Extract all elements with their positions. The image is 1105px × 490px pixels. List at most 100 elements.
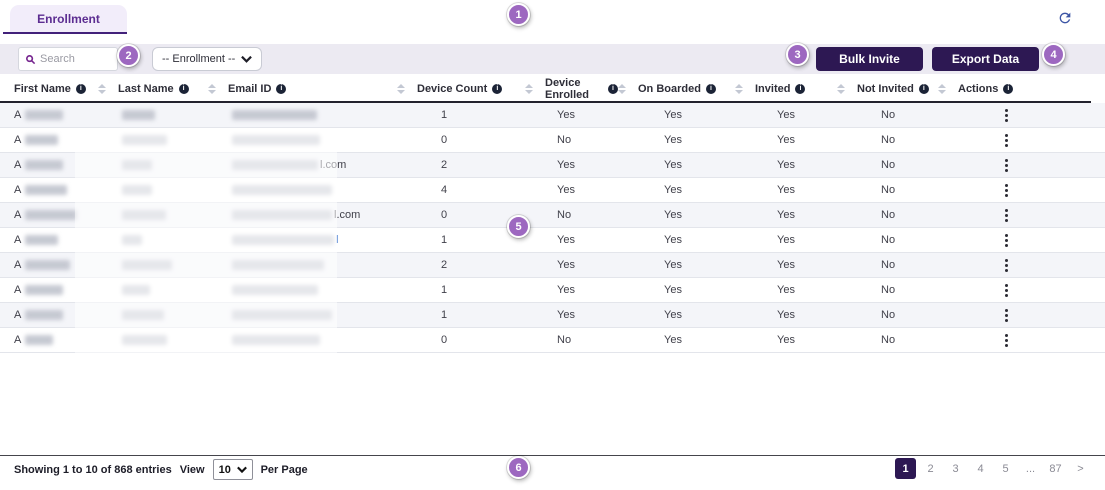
cell-last-name bbox=[118, 185, 228, 195]
column-header-not-invited[interactable]: Not Invited i bbox=[857, 83, 958, 95]
next-page-button[interactable]: > bbox=[1077, 462, 1084, 475]
column-header-device-enrolled[interactable]: Device Enrolled i bbox=[545, 77, 638, 101]
first-name-initial: A bbox=[14, 134, 22, 146]
row-actions-kebab-icon[interactable] bbox=[1002, 306, 1011, 325]
page-button-...[interactable]: ... bbox=[1025, 462, 1036, 475]
top-tab-bar: Enrollment bbox=[0, 0, 1105, 43]
cell-last-name bbox=[118, 235, 228, 245]
cell-device-count: 1 bbox=[441, 234, 448, 246]
info-icon[interactable]: i bbox=[276, 83, 287, 94]
column-label: Email ID bbox=[228, 82, 272, 95]
info-icon[interactable]: i bbox=[1003, 83, 1014, 94]
page-size-select[interactable]: 10 bbox=[212, 459, 253, 480]
export-data-button[interactable]: Export Data bbox=[932, 47, 1039, 71]
info-icon[interactable]: i bbox=[608, 83, 618, 94]
cell-not-invited: No bbox=[881, 334, 896, 346]
row-actions-kebab-icon[interactable] bbox=[1002, 281, 1011, 300]
info-icon[interactable]: i bbox=[918, 83, 929, 94]
email-suffix: l.com bbox=[320, 159, 347, 171]
cell-first-name: A bbox=[14, 159, 118, 171]
cell-email bbox=[228, 185, 417, 195]
table-toolbar: -- Enrollment -- Bulk Invite Export Data bbox=[0, 44, 1105, 74]
cell-not-invited: No bbox=[881, 309, 896, 321]
column-header-first-name[interactable]: First Name i bbox=[14, 83, 118, 95]
column-label: Device Count bbox=[417, 82, 488, 95]
enrollment-filter-value: -- Enrollment -- bbox=[162, 53, 236, 65]
cell-last-name bbox=[118, 110, 228, 120]
page-button-5[interactable]: 5 bbox=[1002, 462, 1009, 475]
page-button-2[interactable]: 2 bbox=[927, 462, 934, 475]
row-actions-kebab-icon[interactable] bbox=[1002, 181, 1011, 200]
redacted-text bbox=[25, 135, 59, 145]
cell-last-name bbox=[118, 310, 228, 320]
cell-actions bbox=[958, 331, 1091, 350]
redacted-text bbox=[25, 210, 78, 220]
info-icon[interactable]: i bbox=[705, 83, 716, 94]
enrollment-filter-select[interactable]: -- Enrollment -- bbox=[152, 47, 262, 71]
column-header-invited[interactable]: Invited i bbox=[755, 83, 857, 95]
cell-device-enrolled: No bbox=[557, 134, 572, 146]
sort-arrows-icon[interactable] bbox=[397, 83, 405, 94]
first-name-initial: A bbox=[14, 334, 22, 346]
search-input[interactable] bbox=[40, 53, 110, 65]
row-actions-kebab-icon[interactable] bbox=[1002, 156, 1011, 175]
cell-first-name: A bbox=[14, 284, 118, 296]
table-row: A 2 Yes Yes Yes No bbox=[0, 253, 1105, 278]
cell-invited: Yes bbox=[777, 309, 795, 321]
cell-invited: Yes bbox=[777, 234, 795, 246]
row-actions-kebab-icon[interactable] bbox=[1002, 231, 1011, 250]
page-button-4[interactable]: 4 bbox=[977, 462, 984, 475]
cell-invited: Yes bbox=[777, 159, 795, 171]
page-button-87[interactable]: 87 bbox=[1049, 462, 1062, 475]
table-row: A 4 Yes Yes Yes No bbox=[0, 178, 1105, 203]
row-actions-kebab-icon[interactable] bbox=[1002, 206, 1011, 225]
cell-actions bbox=[958, 256, 1091, 275]
sort-arrows-icon[interactable] bbox=[98, 83, 106, 94]
tab-enrollment[interactable]: Enrollment bbox=[10, 5, 127, 32]
row-actions-kebab-icon[interactable] bbox=[1002, 131, 1011, 150]
column-header-on-boarded[interactable]: On Boarded i bbox=[638, 83, 755, 95]
cell-email bbox=[228, 335, 417, 345]
cell-not-invited: No bbox=[881, 159, 896, 171]
page-button-3[interactable]: 3 bbox=[952, 462, 959, 475]
column-header-device-count[interactable]: Device Count i bbox=[417, 83, 545, 95]
search-box[interactable] bbox=[18, 47, 118, 71]
annotation-badge-6: 6 bbox=[507, 456, 530, 479]
sort-arrows-icon[interactable] bbox=[837, 83, 845, 94]
sort-arrows-icon[interactable] bbox=[938, 83, 946, 94]
redacted-text bbox=[232, 210, 332, 220]
cell-last-name bbox=[118, 210, 228, 220]
info-icon[interactable]: i bbox=[75, 83, 86, 94]
info-icon[interactable]: i bbox=[178, 83, 189, 94]
redacted-text bbox=[232, 160, 318, 170]
info-icon[interactable]: i bbox=[795, 83, 806, 94]
refresh-icon[interactable] bbox=[1057, 10, 1073, 26]
redacted-text bbox=[122, 210, 166, 220]
chevron-down-icon bbox=[241, 55, 252, 63]
info-icon[interactable]: i bbox=[492, 83, 503, 94]
row-actions-kebab-icon[interactable] bbox=[1002, 331, 1011, 350]
sort-arrows-icon[interactable] bbox=[735, 83, 743, 94]
table-row: A 1 Yes Yes Yes No bbox=[0, 303, 1105, 328]
sort-arrows-icon[interactable] bbox=[618, 83, 626, 94]
cell-device-count: 0 bbox=[441, 334, 448, 346]
cell-device-enrolled: Yes bbox=[557, 259, 575, 271]
cell-email bbox=[228, 285, 417, 295]
sort-arrows-icon[interactable] bbox=[208, 83, 216, 94]
column-label: Actions bbox=[958, 82, 999, 95]
cell-device-enrolled: Yes bbox=[557, 184, 575, 196]
column-header-email-id[interactable]: Email ID i bbox=[228, 83, 417, 95]
cell-email bbox=[228, 260, 417, 270]
cell-email bbox=[228, 135, 417, 145]
row-actions-kebab-icon[interactable] bbox=[1002, 106, 1011, 125]
bulk-invite-button[interactable]: Bulk Invite bbox=[816, 47, 923, 71]
page-button-1[interactable]: 1 bbox=[895, 458, 916, 479]
row-actions-kebab-icon[interactable] bbox=[1002, 256, 1011, 275]
footer-divider bbox=[0, 455, 1105, 456]
cell-on-boarded: Yes bbox=[664, 334, 682, 346]
column-header-last-name[interactable]: Last Name i bbox=[118, 83, 228, 95]
cell-device-enrolled: Yes bbox=[557, 234, 575, 246]
sort-arrows-icon[interactable] bbox=[525, 83, 533, 94]
